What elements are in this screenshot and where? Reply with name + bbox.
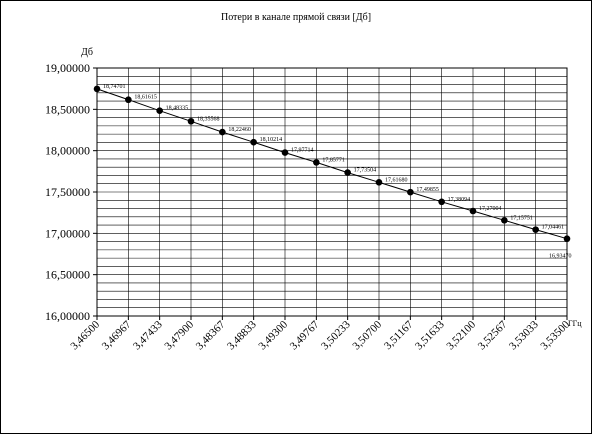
chart-title: Потери в канале прямой связи [Дб] <box>221 12 371 23</box>
data-point <box>125 96 132 104</box>
data-label: 18,48335 <box>166 106 189 112</box>
data-point <box>501 217 508 224</box>
data-point <box>219 128 226 136</box>
x-tick-label: 3,51167 <box>382 318 416 352</box>
data-point <box>187 117 195 125</box>
data-label: 18,61615 <box>134 95 157 101</box>
data-label: 17,85771 <box>322 157 345 163</box>
series-line <box>96 88 568 240</box>
x-tick-label: 3,48833 <box>225 318 259 352</box>
x-tick-label: 3,48367 <box>194 318 228 352</box>
data-label: 17,15751 <box>510 215 533 221</box>
x-tick-label: 3,47900 <box>162 318 196 352</box>
data-label: 16,93470 <box>549 254 572 260</box>
data-label: 17,61680 <box>385 177 408 183</box>
y-tick-label: 18,50000 <box>45 102 90 116</box>
y-tick-label: 19,00000 <box>45 61 90 75</box>
x-tick-label: 3,49300 <box>256 318 290 352</box>
x-tick-label: 3,46967 <box>100 318 134 352</box>
data-label: 17,27004 <box>479 206 502 212</box>
data-point <box>563 235 571 243</box>
data-label: 17,49855 <box>416 187 439 193</box>
x-tick-labels: 3,465003,469673,474333,479003,483673,488… <box>68 318 572 352</box>
data-label: 17,97714 <box>291 148 314 154</box>
y-tick-label: 16,50000 <box>45 268 90 282</box>
data-point <box>407 188 414 196</box>
y-tick-label: 17,00000 <box>45 226 90 240</box>
data-point <box>93 85 101 93</box>
y-tick-label: 16,00000 <box>45 309 90 323</box>
data-point <box>375 179 383 186</box>
data-point <box>156 107 163 115</box>
x-axis-label: ГГц <box>568 319 582 328</box>
x-tick-label: 3,49767 <box>288 318 322 352</box>
data-series: 18,74701 18,61615 18,48335 18,35568 18,22460… <box>93 84 572 260</box>
data-label: 17,38094 <box>448 197 471 203</box>
x-tick-label: 3,47433 <box>131 318 165 352</box>
y-tick-labels: 16,00000 16,50000 17,00000 17,50000 18,00000… <box>45 61 90 323</box>
data-point <box>313 159 320 166</box>
data-point <box>469 207 477 215</box>
data-label: 17,04461 <box>542 225 565 231</box>
y-tick-label: 17,50000 <box>45 185 90 199</box>
x-tick-label: 3,53033 <box>507 318 541 352</box>
y-axis-label: Дб <box>81 47 93 58</box>
data-label: 18,35568 <box>197 116 220 122</box>
x-tick-label: 3,51633 <box>413 318 447 352</box>
data-label: 17,73504 <box>354 168 377 174</box>
data-label: 18,22460 <box>228 127 251 133</box>
data-point <box>532 226 539 233</box>
data-point <box>344 169 351 176</box>
data-label: 18,10214 <box>260 137 283 143</box>
x-tick-label: 3,50233 <box>319 318 353 352</box>
x-tick-label: 3,52100 <box>444 318 478 352</box>
x-tick-label: 3,52567 <box>476 318 510 352</box>
data-point <box>438 198 445 206</box>
data-label: 18,74701 <box>103 84 126 90</box>
data-point <box>281 149 289 156</box>
y-tick-label: 18,00000 <box>45 144 90 158</box>
axes <box>93 67 568 320</box>
data-point <box>250 138 257 146</box>
x-tick-label: 3,46500 <box>68 318 102 352</box>
x-tick-label: 3,50700 <box>350 318 384 352</box>
x-tick-label: 3,53500 <box>538 318 572 352</box>
